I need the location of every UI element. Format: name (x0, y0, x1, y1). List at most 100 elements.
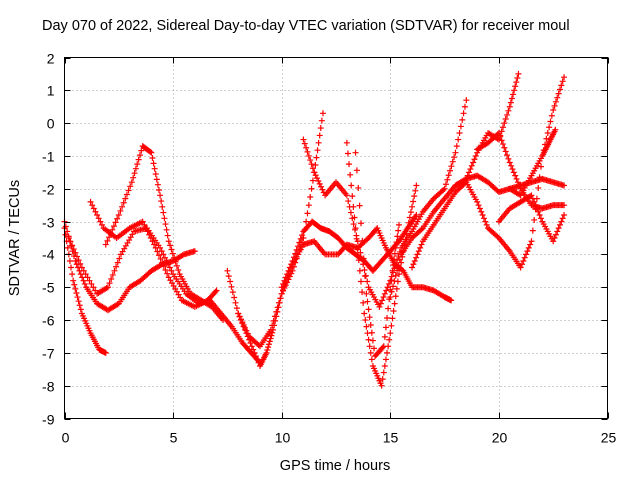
data-point (379, 376, 386, 383)
data-point (444, 176, 451, 183)
data-point (550, 107, 557, 114)
data-point (352, 225, 359, 232)
data-point (531, 216, 538, 223)
data-point (312, 161, 319, 168)
data-point (367, 321, 374, 328)
y-tick-label: -3 (42, 215, 55, 231)
data-point (292, 250, 299, 257)
data-point (252, 353, 259, 360)
data-point (474, 198, 481, 205)
data-point (556, 86, 563, 93)
data-point (299, 232, 306, 239)
data-point (402, 236, 409, 243)
data-point (514, 75, 521, 82)
x-axis-label: GPS time / hours (280, 458, 390, 474)
data-point (357, 278, 364, 285)
data-point (171, 254, 178, 261)
data-point (391, 278, 398, 285)
data-point (139, 218, 146, 225)
data-point (475, 202, 482, 209)
data-point (348, 182, 355, 189)
series-sat-i (300, 97, 470, 310)
data-point (461, 176, 468, 183)
data-point (351, 214, 358, 221)
data-point (120, 199, 127, 206)
data-point (242, 324, 249, 331)
y-tick-label: -8 (42, 379, 55, 395)
y-tick-label: 2 (47, 51, 55, 67)
data-point (136, 152, 143, 159)
data-point (387, 330, 394, 337)
data-point (280, 280, 287, 287)
data-point (69, 242, 76, 249)
data-point (305, 152, 312, 159)
data-point (303, 218, 310, 225)
data-point (442, 181, 449, 188)
data-point (113, 263, 120, 270)
data-point (535, 184, 542, 191)
data-point (459, 116, 466, 123)
data-point (155, 187, 162, 194)
data-point (360, 255, 367, 262)
data-point (114, 215, 121, 222)
data-point (128, 179, 135, 186)
data-point (512, 172, 519, 179)
data-point (455, 136, 462, 143)
data-point (154, 248, 161, 255)
data-point (367, 349, 374, 356)
data-point (280, 287, 287, 294)
data-point (104, 284, 111, 291)
data-point (269, 322, 276, 329)
data-point (515, 70, 522, 77)
data-point (456, 129, 463, 136)
data-point (350, 203, 357, 210)
data-point (524, 248, 531, 255)
data-point (74, 294, 81, 301)
data-point (460, 110, 467, 117)
data-point (362, 273, 369, 280)
data-point (98, 221, 105, 228)
data-point (448, 163, 455, 170)
data-point (81, 280, 88, 287)
data-point (390, 308, 397, 315)
data-point (509, 166, 516, 173)
data-point (161, 254, 168, 261)
data-point (151, 241, 158, 248)
data-point (69, 271, 76, 278)
data-point (343, 139, 350, 146)
data-point (163, 226, 170, 233)
data-point (364, 298, 371, 305)
data-point (125, 187, 132, 194)
y-tick-label: -6 (42, 313, 55, 329)
data-point (106, 234, 113, 241)
data-point (396, 256, 403, 263)
data-point (240, 321, 247, 328)
data-point (95, 215, 102, 222)
data-point (499, 124, 506, 131)
data-points (61, 70, 568, 389)
data-point (309, 177, 316, 184)
data-point (130, 174, 137, 181)
data-point (300, 235, 307, 241)
data-point (318, 117, 325, 124)
data-point (413, 212, 420, 219)
series-sat-q (506, 126, 559, 199)
data-point (254, 356, 261, 363)
data-point (499, 141, 506, 148)
data-point (132, 165, 139, 172)
series-sat-b (61, 225, 109, 356)
data-point (90, 284, 97, 291)
data-point (535, 208, 542, 215)
series-sat-j (343, 139, 420, 389)
data-point (378, 382, 385, 389)
data-point (243, 327, 250, 334)
data-point (410, 261, 417, 268)
data-point (404, 225, 411, 232)
data-point (147, 235, 154, 241)
data-point (394, 233, 401, 240)
data-point (525, 244, 532, 251)
data-point (160, 209, 167, 216)
data-point (554, 94, 561, 101)
data-point (278, 284, 285, 291)
data-point (144, 228, 151, 235)
